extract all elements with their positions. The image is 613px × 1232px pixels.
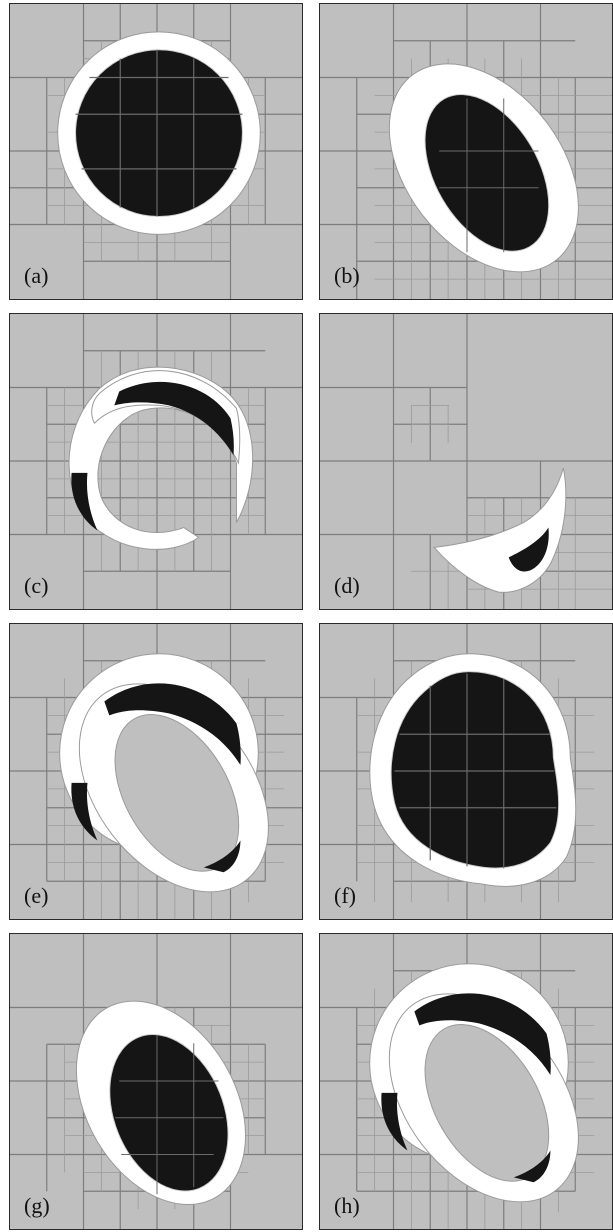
panel-e-label: (e) bbox=[24, 883, 49, 908]
panel-c-upper-core bbox=[114, 381, 234, 456]
panel-e-left-core bbox=[71, 782, 98, 841]
panel-b-graphic bbox=[320, 4, 612, 299]
panel-g: (g) bbox=[9, 933, 303, 1230]
panel-h-upper-core bbox=[414, 993, 551, 1076]
panel-h-lower-core bbox=[513, 1150, 551, 1183]
panel-a-core bbox=[75, 49, 243, 218]
panel-a: (a) bbox=[9, 3, 303, 300]
panel-g-core bbox=[109, 1034, 229, 1192]
panel-h: (h) bbox=[319, 933, 613, 1230]
panel-f-graphic bbox=[320, 624, 612, 919]
panel-c-label: (c) bbox=[24, 573, 49, 598]
panel-c-left-core bbox=[71, 472, 98, 531]
panel-f-core bbox=[390, 671, 560, 869]
panel-d-crescent-core bbox=[508, 527, 549, 572]
panel-e-lower-core bbox=[203, 840, 241, 873]
panel-h-graphic bbox=[320, 934, 612, 1229]
panel-a-graphic bbox=[10, 4, 302, 299]
panel-g-core-grid bbox=[115, 1035, 224, 1195]
panel-a-core-grid bbox=[75, 49, 243, 217]
panel-e-upper-core bbox=[104, 683, 241, 766]
panel-d-graphic bbox=[320, 314, 612, 609]
panel-b-label: (b) bbox=[334, 263, 360, 288]
panel-a-label: (a) bbox=[24, 263, 49, 288]
panel-b-core bbox=[424, 94, 550, 252]
panel-b: (b) bbox=[319, 3, 613, 300]
panel-f-core-grid bbox=[394, 673, 557, 869]
panel-b-core-grid bbox=[439, 98, 539, 253]
panel-h-label: (h) bbox=[334, 1193, 360, 1218]
panel-e: (e) bbox=[9, 623, 303, 920]
panel-g-graphic bbox=[10, 934, 302, 1229]
panel-g-label: (g) bbox=[24, 1193, 50, 1218]
panel-d-label: (d) bbox=[334, 573, 360, 598]
panel-h-left-core bbox=[381, 1092, 408, 1151]
panel-e-graphic bbox=[10, 624, 302, 919]
panel-c-graphic bbox=[10, 314, 302, 609]
panel-c: (c) bbox=[9, 313, 303, 610]
panel-f: (f) bbox=[319, 623, 613, 920]
panel-f-label: (f) bbox=[334, 883, 356, 908]
panel-d: (d) bbox=[319, 313, 613, 610]
